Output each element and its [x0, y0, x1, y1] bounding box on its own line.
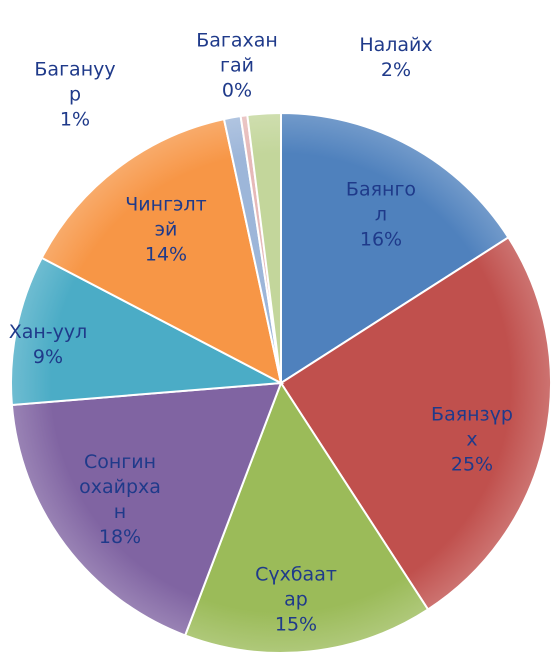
value-label: 18%	[98, 526, 142, 548]
pie-slice	[279, 236, 552, 611]
pie-slice	[10, 381, 283, 637]
slice-label: Багахангай 0%	[196, 29, 278, 104]
category-name: Чингэлтэй	[125, 193, 207, 241]
slice-label: Сонгинохайрхан 18%	[79, 450, 161, 550]
value-label: 2%	[380, 59, 412, 81]
category-name: Сонгинохайрхан	[79, 451, 161, 523]
pie-slice	[183, 380, 430, 654]
slice-label: Хан-уул 9%	[7, 320, 89, 370]
category-name: Сүхбаатар	[255, 563, 337, 611]
pie-slice	[280, 111, 510, 385]
pie-slice	[40, 117, 283, 385]
slice-label: Багануур 1%	[34, 58, 116, 133]
slice-label: Налайх 2%	[355, 33, 437, 83]
value-label: 16%	[359, 228, 403, 251]
pie-slice	[10, 256, 285, 407]
slice-label: Чингэлтэй 14%	[125, 193, 207, 268]
value-label: 15%	[274, 613, 318, 636]
category-name: Налайх	[359, 34, 433, 56]
slice-label: Баянгол 16%	[340, 178, 422, 253]
value-label: 0%	[221, 79, 253, 102]
value-label: 14%	[144, 243, 188, 266]
category-name: Баянгол	[345, 178, 417, 226]
pie-slice	[246, 111, 282, 384]
category-name: Багахангай	[196, 29, 278, 77]
value-label: 9%	[32, 346, 64, 368]
value-label: 25%	[450, 453, 494, 476]
category-name: Баянзүрх	[431, 403, 513, 451]
category-name: Хан-уул	[8, 321, 88, 343]
slice-label: Сүхбаатар 15%	[255, 563, 337, 638]
category-name: Багануур	[34, 58, 116, 106]
slice-label: Баянзүрх 25%	[431, 403, 513, 478]
value-label: 1%	[59, 108, 91, 131]
